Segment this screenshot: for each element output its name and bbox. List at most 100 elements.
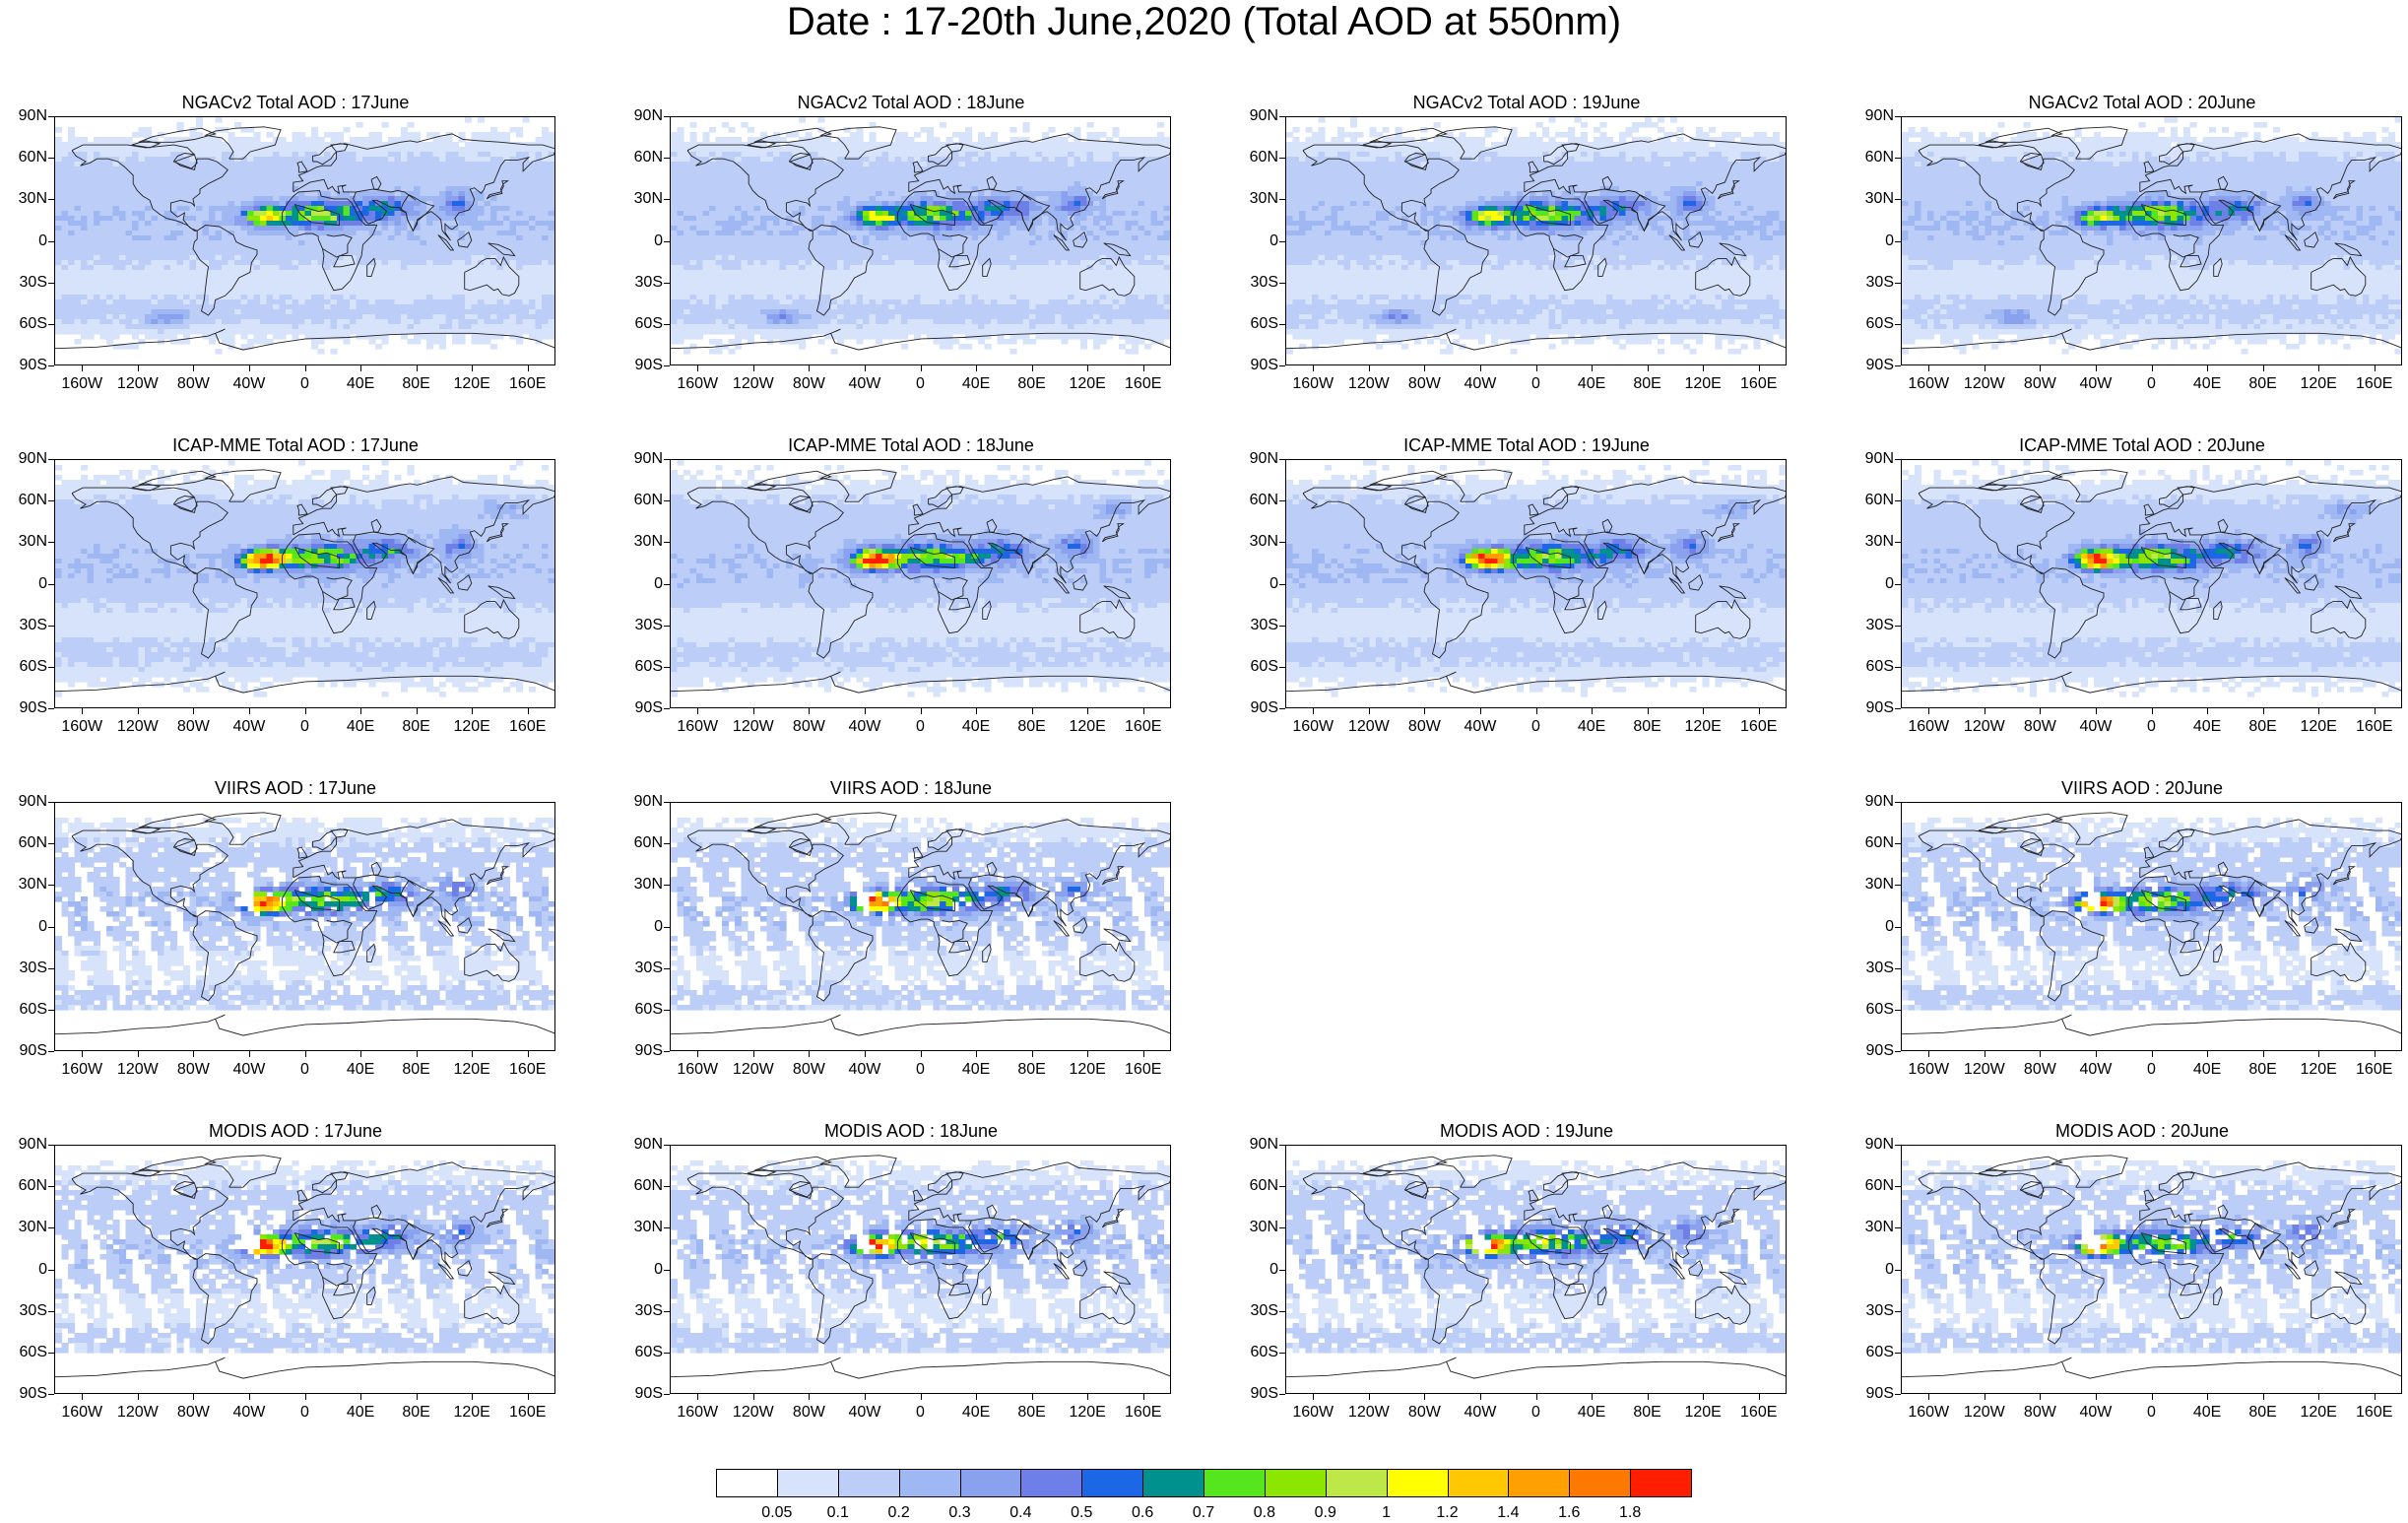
lat-tick-label: 60S xyxy=(0,1344,47,1361)
lat-tick-label: 90N xyxy=(616,793,663,811)
coastline xyxy=(819,469,897,502)
map-panel-modis-20: MODIS AOD : 20June 90N 60N 30N 0 30S 60S 90S 160… xyxy=(1847,1114,2408,1439)
lon-tick xyxy=(248,1051,250,1057)
coastline xyxy=(192,1253,258,1345)
lat-tick-label: 90S xyxy=(0,1385,47,1403)
lat-tick xyxy=(1895,282,1901,284)
coastline xyxy=(753,470,833,486)
coastline xyxy=(1103,585,1132,600)
coastline xyxy=(2217,861,2229,876)
coastline xyxy=(908,819,1170,927)
lon-tick xyxy=(1031,708,1033,714)
lon-tick-label: 120W xyxy=(724,375,783,393)
lat-tick-label: 60S xyxy=(616,1344,663,1361)
coastline xyxy=(1668,577,1686,594)
lon-tick-label: 40W xyxy=(220,718,279,736)
lat-tick-label: 0 xyxy=(616,1261,663,1279)
lat-tick-label: 60S xyxy=(616,1001,663,1019)
coastline xyxy=(1525,204,1571,227)
lat-tick xyxy=(1895,240,1901,242)
colorbar-label: 0.3 xyxy=(936,1504,985,1522)
aod-map xyxy=(1285,116,1787,365)
lat-tick-label: 60S xyxy=(616,315,663,333)
colorbar-swatch xyxy=(837,1469,900,1497)
lon-tick xyxy=(1424,708,1426,714)
lat-tick-label: 60S xyxy=(616,658,663,676)
lon-tick-label: 160E xyxy=(2345,375,2404,393)
coastline xyxy=(1719,242,1747,257)
coastline xyxy=(2334,242,2363,257)
lon-tick xyxy=(2318,365,2320,371)
coastline xyxy=(986,861,998,876)
lon-tick-label: 40W xyxy=(220,1061,279,1079)
aod-map xyxy=(1285,1145,1787,1394)
lon-tick xyxy=(2151,1051,2153,1057)
lat-tick xyxy=(1895,885,1901,887)
coastline xyxy=(2332,180,2356,200)
lat-tick-label: 0 xyxy=(616,232,663,250)
lon-tick-label: 120W xyxy=(108,1061,167,1079)
coastline xyxy=(2143,1189,2155,1202)
coastline xyxy=(1543,1171,1580,1194)
lon-tick xyxy=(472,1051,474,1057)
lon-tick-label: 40W xyxy=(220,375,279,393)
lon-tick xyxy=(2095,1394,2097,1400)
coastline xyxy=(1435,469,1513,502)
coastline xyxy=(131,1168,162,1177)
lon-tick xyxy=(82,365,84,371)
lat-tick xyxy=(1279,282,1285,284)
lon-tick xyxy=(1087,708,1089,714)
lat-tick-label: 30S xyxy=(0,1302,47,1320)
lat-tick xyxy=(664,708,670,709)
lat-tick xyxy=(48,843,54,845)
map-panel-ngacv2-19: NGACv2 Total AOD : 19June 90N 60N 30N 0 30S 60… xyxy=(1231,86,1822,411)
lat-tick xyxy=(1279,323,1285,325)
lon-tick-label: 40W xyxy=(835,718,894,736)
coastline xyxy=(296,503,308,516)
coastline xyxy=(282,533,378,634)
coastline xyxy=(1528,503,1539,516)
lat-tick-label: 60S xyxy=(1231,658,1278,676)
lon-tick xyxy=(976,365,978,371)
coastline xyxy=(948,1284,971,1296)
lon-tick xyxy=(1535,708,1537,714)
coastline xyxy=(1597,257,1607,278)
lon-tick xyxy=(82,1394,84,1400)
lat-tick xyxy=(664,282,670,284)
lat-tick xyxy=(664,240,670,242)
coastline xyxy=(982,257,992,278)
lat-tick xyxy=(1895,1051,1901,1052)
coastline xyxy=(1631,194,1666,232)
coastline xyxy=(1695,1284,1751,1325)
lon-tick xyxy=(2040,365,2042,371)
coastline xyxy=(2334,928,2363,943)
lat-tick xyxy=(664,1352,670,1354)
lon-tick xyxy=(864,365,866,371)
aod-map xyxy=(1901,1145,2402,1394)
lon-tick-label: 80W xyxy=(163,1061,223,1079)
lat-tick-label: 30N xyxy=(0,876,47,894)
lat-tick-label: 60N xyxy=(616,834,663,852)
lon-tick-label: 80E xyxy=(1003,1061,1062,1079)
lon-tick xyxy=(304,1394,306,1400)
lat-tick xyxy=(48,542,54,544)
lon-tick-label: 160E xyxy=(1729,1404,1789,1422)
lon-tick-label: 40E xyxy=(331,1404,390,1422)
lon-tick-label: 120E xyxy=(442,1404,501,1422)
coastline xyxy=(488,242,516,257)
lat-tick-label: 30S xyxy=(616,617,663,634)
lat-tick xyxy=(664,158,670,160)
coastline xyxy=(2019,838,2045,855)
coastline xyxy=(2139,476,2401,584)
lat-tick-label: 30S xyxy=(1231,274,1278,292)
lat-tick-label: 90N xyxy=(0,793,47,811)
coastline xyxy=(1601,1204,1613,1219)
coastline xyxy=(312,828,349,851)
lon-tick xyxy=(1758,708,1760,714)
lat-tick xyxy=(664,542,670,544)
aod-map xyxy=(670,1145,1171,1394)
coastline xyxy=(788,838,814,855)
coastline xyxy=(131,140,162,149)
coastline xyxy=(2246,880,2282,918)
coastline xyxy=(296,846,308,859)
